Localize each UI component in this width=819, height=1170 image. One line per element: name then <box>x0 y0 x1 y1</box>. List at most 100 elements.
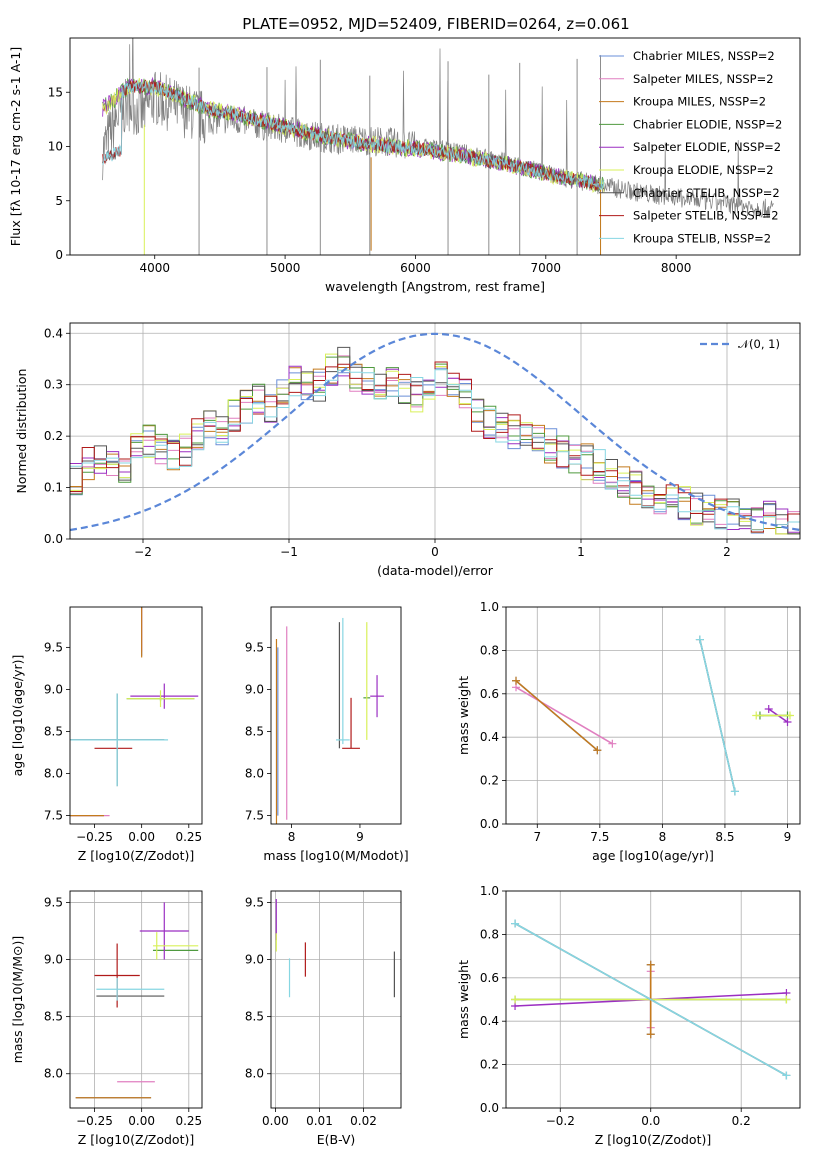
axes-frame <box>270 606 402 825</box>
x-tick-label: 0 <box>431 545 439 559</box>
panel-mass_vs_EBV: 0.00 0.01 0.02 8.0 8.5 9.0 9.5 E(B-V) <box>245 890 402 1147</box>
weight-marker <box>752 711 761 720</box>
y-axis-label: Flux [fλ 10-17 erg cm-2 s-1 A-1] <box>8 47 23 246</box>
x-tick-label: 0.25 <box>175 830 202 844</box>
weight-marker <box>730 787 739 796</box>
axes-frame <box>505 606 801 825</box>
x-tick-label: −0.2 <box>546 1114 575 1128</box>
y-tick-label: 0.1 <box>44 481 63 495</box>
y-axis-label: mass [log10(M/M⊙)] <box>10 936 25 1064</box>
x-tick-label: 0.02 <box>350 1114 377 1128</box>
weight-marker <box>783 718 792 727</box>
weight-marker <box>608 739 617 748</box>
x-tick-label: 6000 <box>400 261 431 275</box>
y-tick-label: 0.0 <box>480 1101 499 1115</box>
normal-curve <box>70 332 800 532</box>
y-tick-label: 0.8 <box>480 927 499 941</box>
model-line <box>102 79 605 191</box>
y-tick-label: 8.5 <box>44 1010 63 1024</box>
x-tick-label: −1 <box>280 545 298 559</box>
legend-label: Salpeter ELODIE, NSSP=2 <box>633 140 781 154</box>
y-tick-label: 8.0 <box>245 1067 264 1081</box>
y-tick-label: 0.4 <box>480 1014 499 1028</box>
weight-marker <box>511 919 520 928</box>
x-tick-label: 7000 <box>531 261 562 275</box>
weight-line <box>699 639 736 792</box>
y-tick-label: 9.5 <box>245 895 264 909</box>
x-tick-label: 8000 <box>661 261 692 275</box>
weight-marker <box>593 746 602 755</box>
y-tick-label: 10 <box>48 140 63 154</box>
x-tick-label: 1 <box>577 545 585 559</box>
y-tick-label: 7.5 <box>44 809 63 823</box>
y-tick-label: 9.0 <box>44 953 63 967</box>
x-tick-label: 0.25 <box>175 1114 202 1128</box>
panel-weight_vs_Z: −0.2 0.0 0.2 0.0 0.2 0.4 0.6 0.8 1.0 Z [log10(Z/Z… <box>456 884 801 1147</box>
y-axis-label: mass weight <box>456 676 471 755</box>
y-tick-label: 5 <box>55 194 63 208</box>
residual-histogram <box>70 369 800 531</box>
y-tick-label: 0.3 <box>44 378 63 392</box>
weight-line <box>514 922 787 1077</box>
x-axis-label: mass [log10(M/Modot)] <box>263 848 408 863</box>
x-tick-label: 9 <box>784 830 792 844</box>
legend-label: Kroupa ELODIE, NSSP=2 <box>633 163 774 177</box>
plot-area <box>275 898 395 998</box>
y-tick-label: 15 <box>48 85 63 99</box>
y-tick-label: 9.5 <box>245 640 264 654</box>
y-tick-label: 0.6 <box>480 687 499 701</box>
panel-age_vs_mass: 8 9 7.5 8.0 8.5 9.0 9.5 mass [log10(M/Modot)] <box>245 606 409 863</box>
legend: Chabrier MILES, NSSP=2 Salpeter MILES, NS… <box>599 49 782 245</box>
y-axis-label: age [log10(age/yr)] <box>10 655 25 777</box>
legend-label: Chabrier STELIB, NSSP=2 <box>633 186 780 200</box>
plot-area <box>511 919 791 1080</box>
x-axis-label: Z [log10(Z/Zodot)] <box>78 848 194 863</box>
y-tick-label: 8.5 <box>44 724 63 738</box>
x-axis-label: age [log10(age/yr)] <box>592 848 714 863</box>
x-tick-label: 4000 <box>139 261 170 275</box>
x-axis-label: E(B-V) <box>317 1132 356 1147</box>
y-tick-label: 8.5 <box>245 1010 264 1024</box>
axes-frame <box>69 322 801 540</box>
x-tick-label: 0.00 <box>262 1114 289 1128</box>
x-tick-label: 7 <box>533 830 541 844</box>
weight-marker <box>782 1071 791 1080</box>
x-tick-label: −0.25 <box>76 1114 113 1128</box>
weight-marker <box>782 995 791 1004</box>
y-tick-label: 1.0 <box>480 884 499 898</box>
legend-label: Salpeter STELIB, NSSP=2 <box>633 209 779 223</box>
weight-marker <box>646 960 655 969</box>
panel-weight_vs_age: 7 7.5 8 8.5 9 0.0 0.2 0.4 0.6 0.8 1.0 age [log10(ag… <box>456 600 801 863</box>
legend-label: 𝒩(0, 1) <box>738 337 780 351</box>
legend-label: Kroupa MILES, NSSP=2 <box>633 95 766 109</box>
x-axis-label: Z [log10(Z/Zodot)] <box>595 1132 711 1147</box>
y-tick-label: 0.4 <box>480 730 499 744</box>
x-tick-label: 7.5 <box>590 830 609 844</box>
y-tick-label: 0.8 <box>480 643 499 657</box>
weight-marker <box>512 676 521 685</box>
x-tick-label: 9 <box>356 830 364 844</box>
y-axis-label: mass weight <box>456 960 471 1039</box>
y-tick-label: 0.2 <box>44 429 63 443</box>
plot-area <box>75 902 199 1099</box>
weight-marker <box>695 635 704 644</box>
y-tick-label: 0.0 <box>480 817 499 831</box>
panel-age_vs_Z: −0.25 0.00 0.25 7.5 8.0 8.5 9.0 9.5 Z [log10(Z/Z… <box>10 606 203 863</box>
y-tick-label: 9.0 <box>44 682 63 696</box>
y-axis-label: Normed distribution <box>14 369 29 494</box>
x-tick-label: 0.01 <box>306 1114 333 1128</box>
y-tick-label: 9.0 <box>245 682 264 696</box>
plot-area <box>512 635 794 796</box>
plot-area <box>70 332 800 535</box>
y-tick-label: 0.4 <box>44 326 63 340</box>
x-tick-label: 0.0 <box>641 1114 660 1128</box>
x-tick-label: 8 <box>288 830 296 844</box>
legend-label: Chabrier ELODIE, NSSP=2 <box>633 117 782 131</box>
panel-spectrum: 4000 5000 6000 7000 8000 0 5 10 15 wavelength [An… <box>8 37 801 294</box>
weight-marker <box>785 711 794 720</box>
y-tick-label: 0 <box>55 248 63 262</box>
legend: 𝒩(0, 1) <box>700 337 780 351</box>
y-tick-label: 0.0 <box>44 532 63 546</box>
x-tick-label: −2 <box>134 545 152 559</box>
y-tick-label: 8.0 <box>44 1067 63 1081</box>
